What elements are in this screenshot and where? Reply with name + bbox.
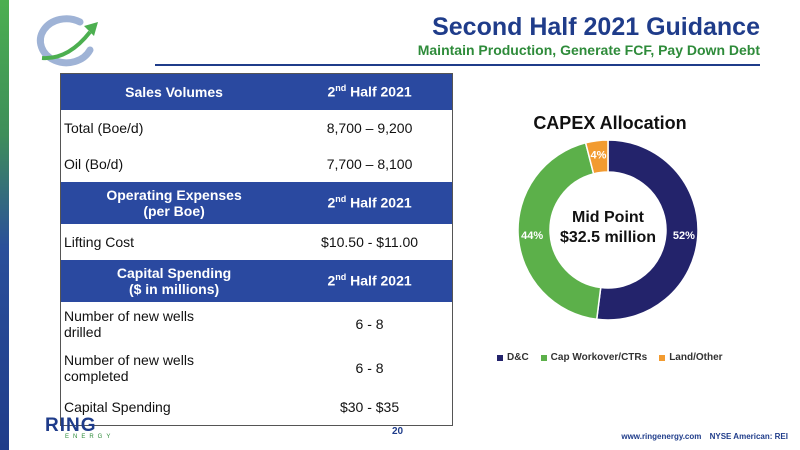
table-row: Oil (Bo/d) 7,700 – 8,100: [61, 146, 453, 182]
row-value: 8,700 – 9,200: [326, 119, 413, 136]
row-value: 6 - 8: [355, 359, 384, 376]
legend-label: Land/Other: [669, 352, 723, 363]
row-label: Total (Boe/d): [64, 119, 144, 136]
table-row: Capital Spending $30 - $35: [61, 390, 453, 426]
donut-slice-2: [584, 139, 609, 175]
legend-label: Cap Workover/CTRs: [550, 352, 648, 363]
chart-legend: D&C Cap Workover/CTRs Land/Other: [497, 352, 723, 363]
website-link[interactable]: www.ringenergy.com: [621, 432, 702, 441]
legend-label: D&C: [507, 352, 529, 363]
footer-info: www.ringenergy.com NYSE American: REI: [615, 432, 788, 441]
sales-header: Sales Volumes: [60, 73, 288, 110]
capex-header-row: Capital Spending ($ in millions) 2nd Half…: [60, 259, 453, 302]
donut-slice-1: [517, 141, 602, 321]
slice-data-label: 44%: [521, 230, 543, 242]
sales-header-row: Sales Volumes 2nd Half 2021: [60, 73, 453, 110]
legend-swatch: [659, 354, 666, 361]
legend-item: Land/Other: [659, 352, 723, 363]
legend-swatch: [540, 354, 547, 361]
page-subtitle: Maintain Production, Generate FCF, Pay D…: [417, 42, 760, 58]
row-value: $10.50 - $11.00: [321, 233, 419, 250]
table-row: Total (Boe/d) 8,700 – 9,200: [61, 110, 453, 146]
capex-header: Capital Spending ($ in millions): [60, 259, 288, 302]
row-label: Number of new wells completed: [64, 351, 194, 384]
row-value: 6 - 8: [355, 315, 384, 332]
ring-logo-icon: [36, 15, 98, 67]
center-label-line1: Mid Point: [572, 209, 645, 226]
exchange-label: NYSE American: REI: [709, 432, 788, 441]
slice-data-label: 52%: [673, 230, 695, 242]
footer-logo: RING ENERGY: [45, 415, 115, 440]
header-divider: [155, 64, 760, 66]
table-row: Lifting Cost $10.50 - $11.00: [61, 224, 453, 260]
row-value: 7,700 – 8,100: [326, 155, 413, 172]
side-accent-bar: [0, 0, 9, 450]
opex-header-row: Operating Expenses (per Boe) 2nd Half 202…: [60, 181, 453, 224]
center-label-line2: $32.5 million: [560, 229, 656, 246]
table-row: Number of new wells completed 6 - 8: [61, 346, 453, 390]
row-label: Number of new wells drilled: [64, 307, 194, 340]
page-number: 20: [392, 426, 404, 437]
donut-slice-0: [595, 139, 699, 321]
logo-ring-text: RING: [45, 415, 97, 436]
legend-item: Cap Workover/CTRs: [540, 352, 648, 363]
row-label: Capital Spending: [64, 399, 171, 416]
opex-col-header: 2nd Half 2021: [287, 181, 453, 224]
legend-swatch: [497, 354, 503, 361]
row-value: $30 - $35: [339, 399, 400, 416]
guidance-table: Sales Volumes 2nd Half 2021 Total (Boe/d…: [60, 73, 453, 426]
row-label: Lifting Cost: [64, 233, 135, 250]
page-title: Second Half 2021 Guidance: [432, 13, 760, 41]
sales-col-header: 2nd Half 2021: [287, 73, 453, 110]
logo-energy-text: ENERGY: [65, 434, 115, 440]
opex-header: Operating Expenses (per Boe): [60, 181, 288, 224]
legend-item: D&C: [497, 352, 529, 363]
row-label: Oil (Bo/d): [64, 155, 124, 172]
chart-title: CAPEX Allocation: [533, 113, 687, 133]
slice-data-label: 4%: [591, 150, 607, 162]
capex-donut-chart: Mid Point $32.5 million 52% 44% 4%: [517, 139, 699, 321]
table-row: Number of new wells drilled 6 - 8: [61, 302, 453, 346]
capex-col-header: 2nd Half 2021: [287, 259, 453, 302]
